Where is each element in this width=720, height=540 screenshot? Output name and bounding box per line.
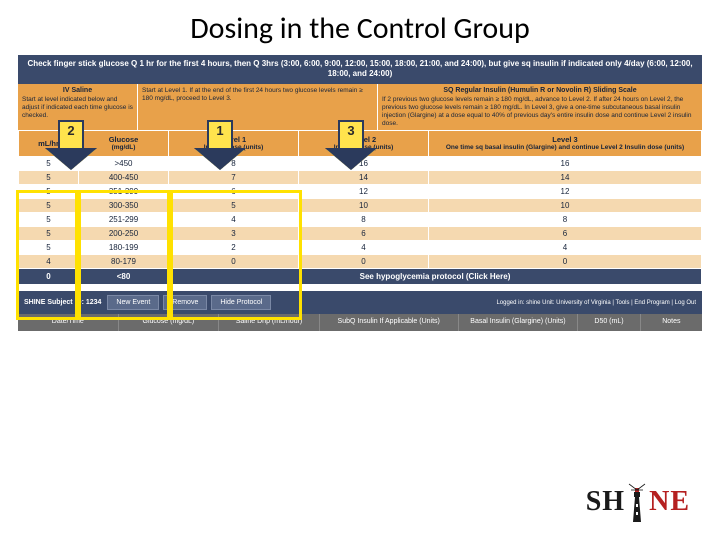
section-body: If 2 previous two glucose levels remain … [382, 96, 698, 127]
table-cell: 14 [299, 171, 429, 185]
col-notes: Notes [641, 314, 702, 330]
table-cell: 400-450 [79, 171, 169, 185]
logo-post: NE [649, 486, 690, 518]
table-cell: 4 [429, 241, 702, 255]
col-basal: Basal Insulin (Glargine) (Units) [459, 314, 579, 330]
arrow-3: 3 [338, 120, 386, 170]
table-cell: 16 [429, 157, 702, 171]
lighthouse-icon [627, 482, 647, 522]
arrow-2: 2 [58, 120, 106, 170]
highlight-glucose-col [78, 190, 170, 320]
instruction-banner: Check finger stick glucose Q 1 hr for th… [18, 55, 702, 84]
table-cell: 7 [169, 171, 299, 185]
highlight-mlhr-col [16, 190, 78, 320]
col-level3: Level 3One time sq basal insulin (Glargi… [429, 131, 702, 157]
section-body: Start at Level 1. If at the end of the f… [142, 87, 373, 103]
table-cell: 10 [299, 199, 429, 213]
table-cell: 0 [429, 255, 702, 269]
table-cell: 14 [429, 171, 702, 185]
shine-logo: SH NE [586, 482, 690, 522]
table-cell: 4 [299, 241, 429, 255]
table-cell: 8 [299, 213, 429, 227]
table-cell: 6 [299, 227, 429, 241]
table-cell: 0 [299, 255, 429, 269]
table-cell: 8 [429, 213, 702, 227]
table-cell: 6 [429, 227, 702, 241]
table-cell: 10 [429, 199, 702, 213]
highlight-level1-col [170, 190, 302, 320]
section-title: SQ Regular Insulin (Humulin R or Novolin… [382, 87, 698, 95]
section-body: Start at level indicated below and adjus… [22, 96, 133, 119]
col-d50: D50 (mL) [578, 314, 640, 330]
section-sliding-scale: SQ Regular Insulin (Humulin R or Novolin… [378, 84, 702, 131]
logo-pre: SH [586, 486, 625, 518]
toolbar-right[interactable]: Logged in: shine Unit: University of Vir… [496, 300, 696, 306]
col-subq: SubQ Insulin If Applicable (Units) [320, 314, 459, 330]
page-title: Dosing in the Control Group [0, 0, 720, 55]
table-cell: 12 [299, 185, 429, 199]
section-title: IV Saline [22, 87, 133, 95]
arrow-1: 1 [207, 120, 255, 170]
table-cell: 5 [19, 171, 79, 185]
table-cell: 12 [429, 185, 702, 199]
table-row: 5400-45071414 [19, 171, 702, 185]
